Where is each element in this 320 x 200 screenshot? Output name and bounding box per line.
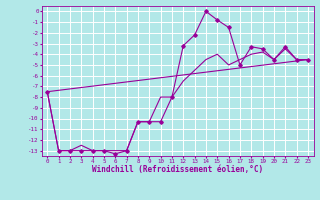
X-axis label: Windchill (Refroidissement éolien,°C): Windchill (Refroidissement éolien,°C) <box>92 165 263 174</box>
